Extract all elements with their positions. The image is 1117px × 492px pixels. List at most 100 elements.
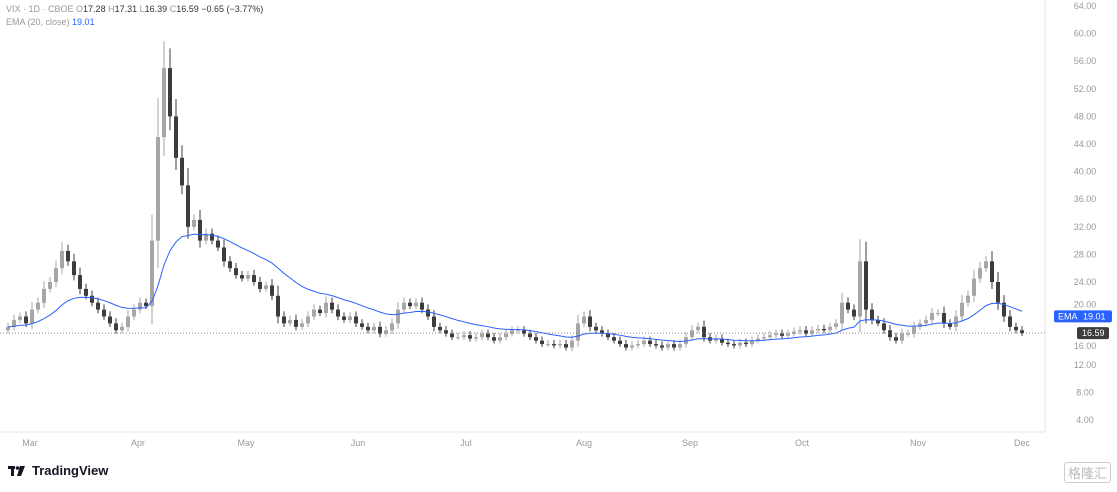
ema-label[interactable]: EMA (20, close) <box>6 17 70 27</box>
candle-body <box>984 261 988 269</box>
candle-body <box>414 302 418 307</box>
candle-body <box>726 342 730 345</box>
x-tick-label: Nov <box>910 438 927 448</box>
candle-body <box>294 319 298 327</box>
candle-body <box>318 309 322 314</box>
y-tick-label: 4.00 <box>1076 415 1094 425</box>
candle <box>780 329 784 339</box>
candle-body <box>888 330 892 338</box>
candle <box>510 326 514 337</box>
candle-body <box>156 137 160 241</box>
tradingview-logo[interactable]: TradingView <box>8 463 108 478</box>
candle <box>120 322 124 334</box>
candle <box>474 333 478 342</box>
candle-body <box>162 68 166 138</box>
candle-body <box>222 247 226 262</box>
ema-badge-tag: EMA <box>1058 311 1078 321</box>
candle-body <box>438 326 442 331</box>
candle <box>462 330 466 341</box>
candle-body <box>624 344 628 348</box>
candle-body <box>216 240 220 248</box>
candle-body <box>258 282 262 289</box>
candle-body <box>234 268 238 276</box>
candle-body <box>168 68 172 117</box>
candle-body <box>606 333 610 338</box>
candle <box>42 281 46 309</box>
candle-body <box>126 316 130 327</box>
candle-body <box>852 309 856 317</box>
candle-body <box>510 330 514 334</box>
candle <box>456 333 460 341</box>
candle-body <box>882 323 886 331</box>
candle <box>942 306 946 328</box>
symbol-label[interactable]: VIX · 1D · CBOE <box>6 4 74 14</box>
candle <box>468 330 472 342</box>
candle <box>876 315 880 327</box>
candle <box>972 269 976 302</box>
candle-body <box>912 326 916 334</box>
candle-body <box>384 330 388 334</box>
candle-body <box>468 335 472 339</box>
candle-body <box>894 337 898 341</box>
candle-body <box>1020 330 1024 334</box>
candle-body <box>84 288 88 296</box>
candle-body <box>576 323 580 341</box>
candle <box>888 325 892 341</box>
candle <box>318 305 322 316</box>
candle <box>960 295 964 322</box>
candle-body <box>306 316 310 324</box>
candle <box>732 339 736 349</box>
candle <box>684 332 688 348</box>
candle <box>540 336 544 347</box>
candle <box>342 312 346 323</box>
candle-body <box>744 342 748 345</box>
candle-body <box>396 309 400 324</box>
candle-body <box>174 116 178 158</box>
candle <box>1008 310 1012 332</box>
candle <box>546 339 550 347</box>
candle <box>54 260 58 288</box>
ema-legend-value: 19.01 <box>72 17 95 27</box>
candle <box>558 339 562 349</box>
change-value: −0.65 (−3.77%) <box>201 4 264 14</box>
candle <box>18 312 22 323</box>
candle <box>606 329 610 341</box>
y-tick-label: 16.00 <box>1074 341 1097 351</box>
candle <box>114 318 118 334</box>
candle-body <box>618 340 622 345</box>
candle-body <box>30 309 34 324</box>
candle-body <box>990 261 994 282</box>
candle <box>804 326 808 337</box>
candle <box>486 329 490 341</box>
candle-body <box>72 261 76 276</box>
candle-body <box>876 319 880 324</box>
candle-body <box>378 326 382 334</box>
candle-body <box>108 316 112 324</box>
candle-body <box>630 345 634 348</box>
candle-body <box>462 335 466 338</box>
candle <box>852 304 856 321</box>
y-tick-label: 40.00 <box>1074 167 1097 177</box>
candle-body <box>546 344 550 346</box>
candle-body <box>942 313 946 324</box>
candle <box>954 310 958 332</box>
candle-body <box>954 316 958 327</box>
candle <box>450 329 454 341</box>
candle <box>624 339 628 351</box>
y-tick-label: 60.00 <box>1074 29 1097 39</box>
candle-body <box>564 344 568 348</box>
candle <box>576 314 580 347</box>
x-tick-label: Sep <box>682 438 698 448</box>
candle <box>174 99 178 170</box>
candle-body <box>906 333 910 335</box>
candle <box>612 333 616 344</box>
candle <box>570 335 574 352</box>
candle <box>366 322 370 334</box>
ema-legend: EMA (20, close) 19.01 <box>6 16 263 29</box>
candle <box>582 311 586 328</box>
brand-name: TradingView <box>32 463 109 478</box>
candle-body <box>24 316 28 324</box>
candle-body <box>342 316 346 320</box>
